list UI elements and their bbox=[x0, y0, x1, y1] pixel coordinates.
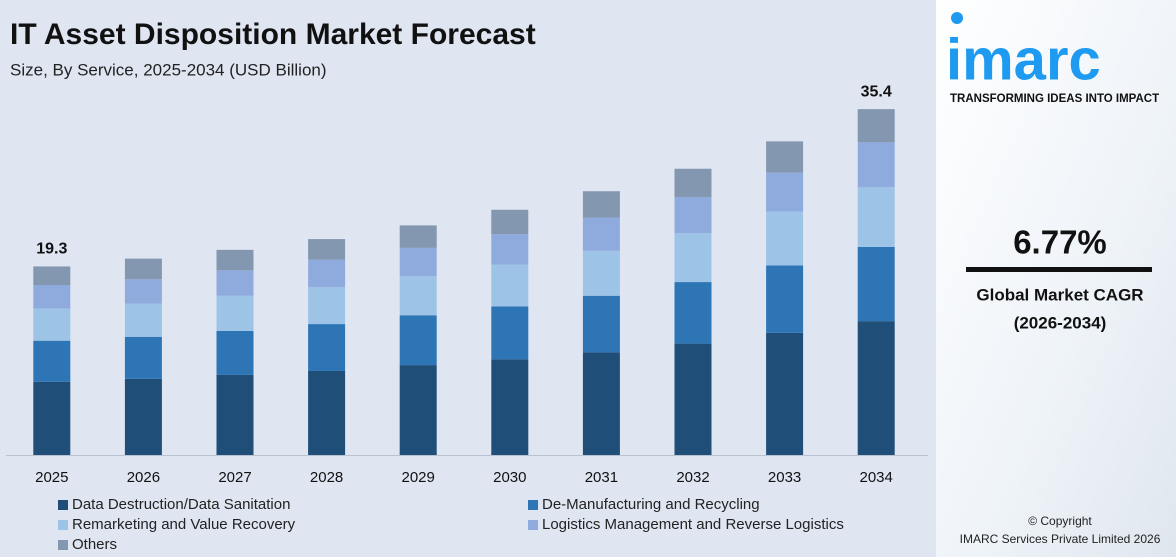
bar-segment bbox=[124, 279, 162, 304]
cagr-divider bbox=[966, 267, 1152, 272]
bar-segment bbox=[308, 286, 346, 325]
bar-segment bbox=[491, 264, 529, 307]
bar-segment bbox=[216, 374, 254, 455]
bar-segment bbox=[491, 359, 529, 455]
bar-segment bbox=[857, 246, 895, 322]
bar-segment bbox=[491, 306, 529, 360]
bar-segment bbox=[766, 211, 804, 266]
legend-label: Others bbox=[72, 536, 117, 553]
bar-segment bbox=[124, 258, 162, 280]
x-tick-label: 2034 bbox=[860, 469, 893, 486]
legend-swatch bbox=[528, 500, 538, 510]
chart-title: IT Asset Disposition Market Forecast bbox=[10, 18, 536, 51]
cagr-period: (2026-2034) bbox=[1014, 313, 1107, 332]
bar-segment bbox=[491, 209, 529, 235]
bar-segment bbox=[674, 282, 712, 344]
bar-segment bbox=[857, 142, 895, 188]
bar-segment bbox=[216, 295, 254, 331]
bar-segment bbox=[766, 172, 804, 212]
bar-segment bbox=[399, 247, 437, 277]
chart-subtitle: Size, By Service, 2025-2034 (USD Billion… bbox=[10, 60, 327, 79]
bar-segment bbox=[491, 234, 529, 265]
bar-segment bbox=[582, 217, 620, 251]
legend-label: Remarketing and Value Recovery bbox=[72, 516, 296, 533]
bar-segment bbox=[216, 270, 254, 296]
sidebar-background bbox=[936, 0, 1176, 557]
bar-segment bbox=[399, 225, 437, 248]
bar-segment bbox=[216, 330, 254, 375]
x-tick-label: 2027 bbox=[218, 469, 251, 486]
total-label: 19.3 bbox=[36, 241, 67, 258]
bar-segment bbox=[399, 365, 437, 455]
bar-segment bbox=[857, 321, 895, 455]
bar-segment bbox=[674, 168, 712, 198]
bar-segment bbox=[216, 249, 254, 271]
x-tick-label: 2025 bbox=[35, 469, 68, 486]
bar-segment bbox=[308, 239, 346, 260]
company: IMARC Services Private Limited 2026 bbox=[960, 532, 1161, 546]
bar-segment bbox=[33, 284, 71, 309]
x-tick-label: 2031 bbox=[585, 469, 618, 486]
bar-segment bbox=[33, 340, 71, 382]
bar-segment bbox=[582, 191, 620, 218]
legend-label: Logistics Management and Reverse Logisti… bbox=[542, 516, 844, 533]
legend-swatch bbox=[58, 520, 68, 530]
bar-segment bbox=[33, 266, 71, 285]
logo: imarc bbox=[946, 27, 1101, 92]
logo-dot bbox=[951, 12, 963, 24]
bar-segment bbox=[399, 276, 437, 316]
bar-segment bbox=[124, 303, 162, 337]
bar-segment bbox=[582, 295, 620, 353]
x-tick-label: 2028 bbox=[310, 469, 343, 486]
legend-swatch bbox=[58, 500, 68, 510]
x-tick-label: 2029 bbox=[402, 469, 435, 486]
bar-segment bbox=[857, 109, 895, 143]
bar-segment bbox=[766, 141, 804, 173]
bar-segment bbox=[308, 324, 346, 371]
bar-segment bbox=[857, 187, 895, 247]
x-tick-label: 2032 bbox=[676, 469, 709, 486]
tagline: TRANSFORMING IDEAS INTO IMPACT bbox=[950, 93, 1159, 105]
bar-segment bbox=[33, 308, 71, 341]
bar-segment bbox=[308, 259, 346, 287]
legend-label: Data Destruction/Data Sanitation bbox=[72, 496, 290, 513]
bar-segment bbox=[582, 250, 620, 296]
bar-segment bbox=[33, 381, 71, 455]
copyright: © Copyright bbox=[1028, 514, 1092, 528]
bar-segment bbox=[674, 197, 712, 234]
bar-segment bbox=[308, 370, 346, 455]
bar-segment bbox=[124, 378, 162, 455]
x-tick-label: 2026 bbox=[127, 469, 160, 486]
bar-segment bbox=[674, 233, 712, 283]
cagr-value: 6.77% bbox=[1013, 224, 1107, 261]
cagr-label: Global Market CAGR bbox=[976, 285, 1143, 304]
x-tick-label: 2033 bbox=[768, 469, 801, 486]
bar-segment bbox=[766, 265, 804, 333]
bar-segment bbox=[766, 332, 804, 455]
total-label: 35.4 bbox=[861, 83, 892, 100]
bar-segment bbox=[124, 336, 162, 379]
bar-segment bbox=[399, 315, 437, 366]
bar-segment bbox=[674, 343, 712, 455]
x-tick-label: 2030 bbox=[493, 469, 526, 486]
legend-swatch bbox=[58, 540, 68, 550]
legend-swatch bbox=[528, 520, 538, 530]
bar-segment bbox=[582, 352, 620, 455]
legend-label: De-Manufacturing and Recycling bbox=[542, 496, 760, 513]
